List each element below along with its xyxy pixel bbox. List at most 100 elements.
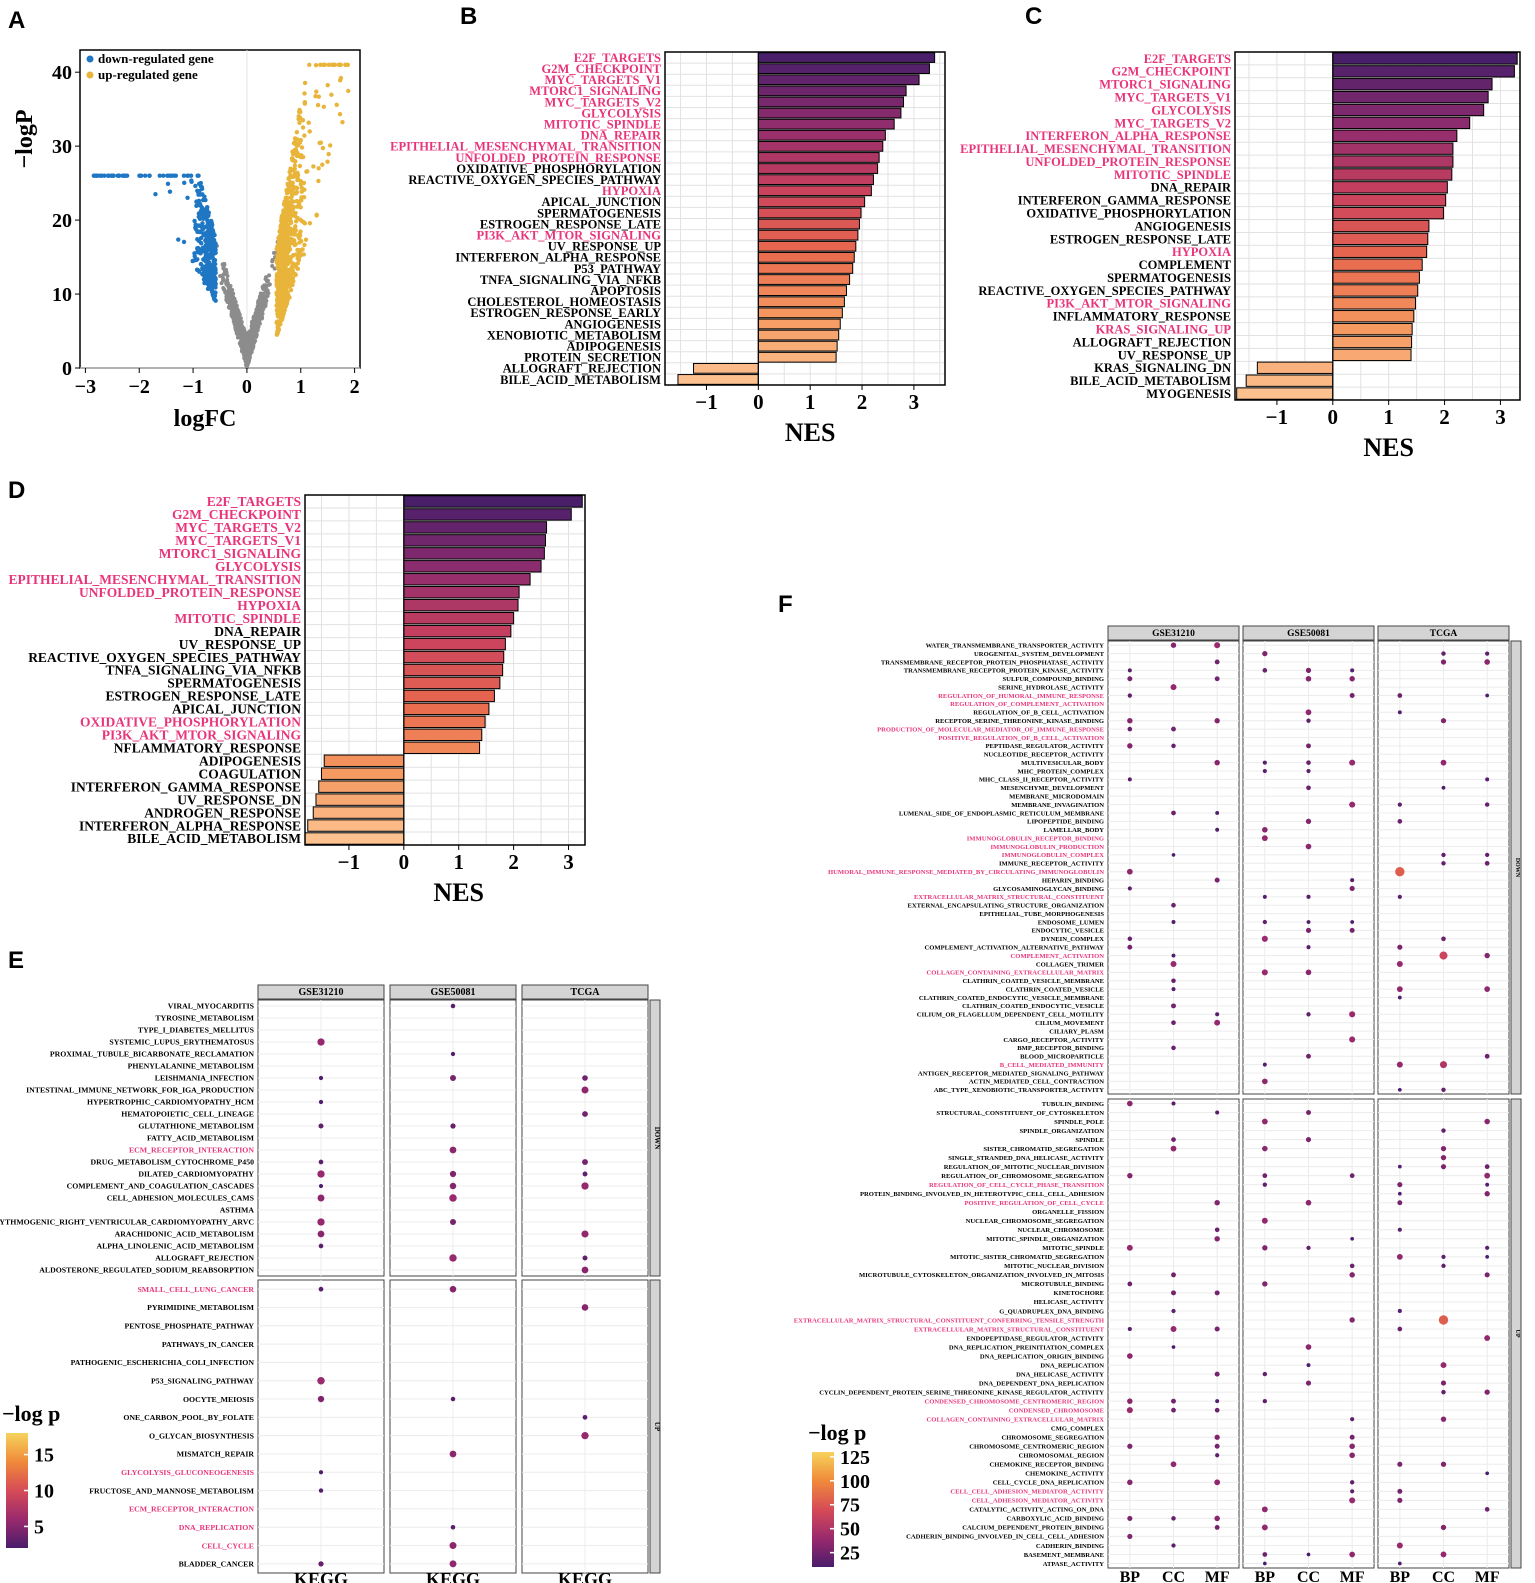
volcano-point-up xyxy=(290,187,296,192)
volcano-point-up xyxy=(299,145,305,150)
volcano-point-up xyxy=(289,167,294,173)
x-tick-label: 2 xyxy=(857,390,868,414)
row-label: ANTIGEN_RECEPTOR_MEDIATED_SIGNALING_PATH… xyxy=(918,1070,1104,1077)
dot xyxy=(1171,726,1176,732)
dot xyxy=(1171,1398,1176,1404)
dot xyxy=(1349,1263,1355,1269)
category-label: OXIDATIVE_PHOSPHORYLATION xyxy=(1026,206,1231,220)
volcano-point-ns xyxy=(256,299,261,304)
category-label: UV_RESPONSE_UP xyxy=(1118,348,1232,362)
bar xyxy=(757,251,855,263)
category-label: REACTIVE_OXYGEN_SPECIES_PATHWAY xyxy=(408,173,661,187)
category-label: P53_PATHWAY xyxy=(574,262,661,276)
row-label: CHROMOSOME_SEGREGATION xyxy=(1002,1435,1105,1442)
volcano-point-down xyxy=(202,194,207,199)
dot xyxy=(318,1488,324,1493)
category-label: PI3K_AKT_MTOR_SIGNALING xyxy=(1046,297,1231,311)
bar-grid xyxy=(665,51,945,386)
volcano-point-up xyxy=(281,294,286,300)
volcano-point-up xyxy=(280,315,285,320)
dot xyxy=(317,1218,325,1226)
dot xyxy=(1349,759,1356,766)
category-label: INTERFERON_GAMMA_RESPONSE xyxy=(1018,194,1231,208)
x-category-label: KEGG xyxy=(558,1569,612,1583)
dot xyxy=(1485,1245,1490,1250)
category-label: ESTROGEN_RESPONSE_LATE xyxy=(480,217,661,231)
volcano-point-up xyxy=(311,164,316,169)
dot xyxy=(1127,1100,1133,1107)
row-label: HEMATOPOIETIC_CELL_LINEAGE xyxy=(121,1110,254,1119)
dot xyxy=(1127,676,1133,682)
volcano-point-up xyxy=(296,257,302,263)
volcano-down-points xyxy=(91,173,218,303)
category-label: INTERFERON_GAMMA_RESPONSE xyxy=(71,779,301,794)
category-label: UV_RESPONSE_UP xyxy=(179,637,301,652)
category-label: UNFOLDED_PROTEIN_RESPONSE xyxy=(455,151,661,165)
dot xyxy=(1171,743,1176,749)
row-label: REGULATION_OF_MITOTIC_NUCLEAR_DIVISION xyxy=(944,1164,1104,1171)
dot xyxy=(318,1243,324,1249)
row-group-label: UP xyxy=(653,1422,661,1432)
volcano-point-down xyxy=(185,195,190,200)
dot xyxy=(1214,1407,1220,1413)
row-label: CELL_CELL_ADHESION_MEDIATOR_ACTIVITY xyxy=(950,1489,1104,1496)
volcano-point-up xyxy=(277,281,283,287)
row-label: SPINDLE xyxy=(1075,1137,1104,1144)
x-category-label: MF xyxy=(1475,1569,1500,1583)
y-tick-label: 0 xyxy=(62,358,72,380)
row-label: REGULATION_OF_HUMORAL_IMMUNE_RESPONSE xyxy=(938,693,1104,700)
facet-title: GSE31210 xyxy=(1152,629,1195,639)
dot xyxy=(1349,1443,1355,1450)
volcano-point-ns xyxy=(227,284,232,289)
x-tick-label: 3 xyxy=(1495,405,1506,429)
category-label: MYC_TARGETS_V2 xyxy=(1115,116,1231,130)
volcano-point-up xyxy=(281,210,286,215)
volcano-point-ns xyxy=(249,348,254,353)
category-label: UV_RESPONSE_UP xyxy=(548,240,662,254)
volcano-point-down xyxy=(210,236,216,242)
dot xyxy=(317,1230,325,1238)
dot xyxy=(1214,1227,1220,1233)
row-label: KINETOCHORE xyxy=(1054,1290,1105,1297)
dot xyxy=(1306,768,1311,774)
volcano-point-up xyxy=(293,210,298,216)
bar xyxy=(757,140,884,152)
volcano-point-up xyxy=(282,231,288,237)
row-label: ONE_CARBON_POOL_BY_FOLATE xyxy=(123,1413,254,1422)
facet-dots xyxy=(1126,642,1221,1051)
volcano-point-up xyxy=(301,195,307,200)
color-legend-tick-label: 125 xyxy=(840,1447,870,1469)
dot xyxy=(317,1038,325,1046)
dot xyxy=(1262,760,1267,765)
dot xyxy=(1215,1110,1220,1115)
category-label: UNFOLDED_PROTEIN_RESPONSE xyxy=(1025,155,1231,169)
volcano-point-up xyxy=(337,78,343,83)
dot xyxy=(1349,1317,1355,1323)
row-label: STRUCTURAL_CONSTITUENT_OF_CYTOSKELETON xyxy=(936,1110,1104,1117)
x-category-label: CC xyxy=(1297,1569,1320,1583)
volcano-point-ns xyxy=(267,282,272,287)
dot xyxy=(1440,1154,1447,1161)
dot xyxy=(1127,1443,1133,1449)
bar xyxy=(307,819,405,832)
x-category-label: BP xyxy=(1120,1569,1141,1583)
volcano-point-down xyxy=(212,244,217,249)
dot xyxy=(1349,1434,1355,1440)
dot xyxy=(1170,642,1177,648)
bar xyxy=(757,318,841,330)
volcano-point-up xyxy=(284,285,289,291)
row-label: DNA_REPLICATION_ORIGIN_BINDING xyxy=(980,1353,1104,1360)
color-legend-tick-label: 100 xyxy=(840,1471,870,1493)
row-label: BMP_RECEPTOR_BINDING xyxy=(1017,1045,1104,1052)
bar xyxy=(1332,219,1430,233)
row-label: DNA_HELICASE_ACTIVITY xyxy=(1016,1371,1104,1378)
category-label: OXIDATIVE_PHOSPHORYLATION xyxy=(456,162,661,176)
volcano-point-down xyxy=(209,222,215,228)
bar xyxy=(403,650,505,664)
volcano-point-up xyxy=(327,143,333,148)
row-label: CHEMOKINE_RECEPTOR_BINDING xyxy=(989,1462,1104,1469)
volcano-point-down xyxy=(196,238,202,244)
dot xyxy=(1349,1173,1355,1179)
volcano-point-ns xyxy=(247,331,252,336)
dot xyxy=(318,1123,324,1129)
